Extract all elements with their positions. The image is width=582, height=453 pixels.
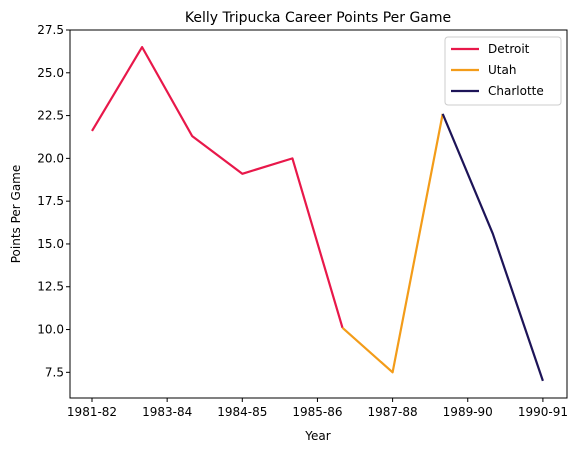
x-tick-label: 1985-86 (292, 405, 342, 419)
legend-label-detroit: Detroit (488, 42, 530, 56)
y-tick-label: 10.0 (37, 323, 64, 337)
y-tick-label: 15.0 (37, 237, 64, 251)
x-tick-label: 1983-84 (142, 405, 192, 419)
plot-area (69, 29, 568, 399)
y-tick-label: 12.5 (37, 280, 64, 294)
y-axis: 7.5 10.0 12.5 15.0 17.5 20.0 22.5 25.0 27.5 (37, 23, 70, 379)
y-tick-label: 7.5 (45, 365, 64, 379)
x-tick-label: 1984-85 (217, 405, 267, 419)
legend-label-utah: Utah (488, 63, 516, 77)
series-line-utah (341, 113, 444, 374)
y-tick-label: 27.5 (37, 23, 64, 37)
x-tick-label: 1990-91 (518, 405, 568, 419)
y-tick-label: 25.0 (37, 66, 64, 80)
chart-title: Kelly Tripucka Career Points Per Game (185, 10, 451, 26)
legend-box (444, 36, 562, 106)
series-line-detroit (91, 46, 344, 329)
y-tick-label: 22.5 (37, 109, 64, 123)
y-axis-label: Points Per Game (9, 165, 23, 264)
legend-label-charlotte: Charlotte (488, 84, 544, 98)
x-tick-label: 1989-90 (443, 405, 493, 419)
x-axis-label: Year (304, 429, 330, 443)
x-tick-label: 1981-82 (67, 405, 117, 419)
x-axis: 1981-82 1983-84 1984-85 1985-86 1987-88 1989-… (67, 398, 568, 419)
series-lines (91, 46, 544, 382)
x-tick-label: 1987-88 (368, 405, 418, 419)
series-line-charlotte (441, 113, 544, 382)
y-tick-label: 17.5 (37, 194, 64, 208)
legend: Detroit Utah Charlotte (444, 36, 562, 106)
y-tick-label: 20.0 (37, 151, 64, 165)
